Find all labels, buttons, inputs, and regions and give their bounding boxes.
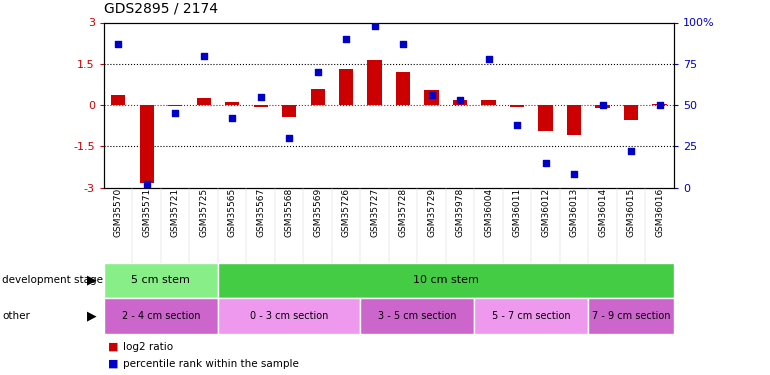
Bar bbox=[225, 102, 239, 105]
Bar bbox=[474, 298, 588, 334]
Point bbox=[368, 23, 380, 29]
Text: GSM35570: GSM35570 bbox=[114, 188, 122, 237]
Bar bbox=[282, 105, 296, 117]
Text: GSM35978: GSM35978 bbox=[456, 188, 464, 237]
Text: 5 - 7 cm section: 5 - 7 cm section bbox=[492, 311, 571, 321]
Text: ■: ■ bbox=[108, 342, 119, 352]
Text: GSM36014: GSM36014 bbox=[598, 188, 607, 237]
Text: GSM35726: GSM35726 bbox=[342, 188, 350, 237]
Text: GSM35571: GSM35571 bbox=[142, 188, 151, 237]
Point bbox=[454, 97, 467, 103]
Text: log2 ratio: log2 ratio bbox=[123, 342, 173, 352]
Point bbox=[397, 41, 410, 47]
Text: development stage: development stage bbox=[2, 275, 103, 285]
Text: GSM35729: GSM35729 bbox=[427, 188, 436, 237]
Bar bbox=[510, 105, 524, 107]
Bar bbox=[424, 90, 439, 105]
Point bbox=[653, 102, 665, 108]
Text: ■: ■ bbox=[108, 359, 119, 369]
Bar bbox=[139, 105, 154, 183]
Point bbox=[283, 135, 296, 141]
Bar bbox=[453, 99, 467, 105]
Bar bbox=[624, 105, 638, 120]
Text: GSM35725: GSM35725 bbox=[199, 188, 208, 237]
Text: GSM36012: GSM36012 bbox=[541, 188, 550, 237]
Bar bbox=[196, 98, 211, 105]
Bar bbox=[104, 298, 218, 334]
Text: 3 - 5 cm section: 3 - 5 cm section bbox=[378, 311, 457, 321]
Point bbox=[197, 53, 209, 58]
Bar bbox=[218, 298, 360, 334]
Point bbox=[226, 115, 239, 121]
Text: GSM35569: GSM35569 bbox=[313, 188, 322, 237]
Text: other: other bbox=[2, 311, 30, 321]
Bar bbox=[339, 69, 353, 105]
Text: 2 - 4 cm section: 2 - 4 cm section bbox=[122, 311, 200, 321]
Text: GSM36013: GSM36013 bbox=[570, 188, 578, 237]
Text: GSM36011: GSM36011 bbox=[513, 188, 521, 237]
Bar bbox=[567, 105, 581, 135]
Text: GDS2895 / 2174: GDS2895 / 2174 bbox=[104, 1, 218, 15]
Point bbox=[567, 171, 581, 177]
Bar bbox=[218, 262, 674, 298]
Bar bbox=[111, 95, 126, 105]
Point bbox=[112, 41, 125, 47]
Bar bbox=[360, 298, 474, 334]
Point bbox=[539, 160, 551, 166]
Point bbox=[511, 122, 524, 128]
Point bbox=[169, 110, 182, 116]
Point bbox=[482, 56, 494, 62]
Text: GSM35728: GSM35728 bbox=[399, 188, 407, 237]
Point bbox=[425, 92, 437, 98]
Text: GSM35567: GSM35567 bbox=[256, 188, 265, 237]
Text: 7 - 9 cm section: 7 - 9 cm section bbox=[592, 311, 670, 321]
Text: 10 cm stem: 10 cm stem bbox=[413, 275, 479, 285]
Text: 5 cm stem: 5 cm stem bbox=[132, 275, 190, 285]
Point bbox=[340, 36, 353, 42]
Bar bbox=[310, 88, 325, 105]
Bar bbox=[396, 72, 410, 105]
Text: GSM35568: GSM35568 bbox=[285, 188, 293, 237]
Text: GSM35727: GSM35727 bbox=[370, 188, 379, 237]
Text: 0 - 3 cm section: 0 - 3 cm section bbox=[250, 311, 328, 321]
Bar bbox=[538, 105, 553, 131]
Text: GSM35565: GSM35565 bbox=[228, 188, 236, 237]
Bar bbox=[595, 105, 610, 108]
Bar bbox=[367, 60, 382, 105]
Text: GSM36016: GSM36016 bbox=[655, 188, 664, 237]
Bar bbox=[168, 105, 182, 106]
Point bbox=[596, 102, 608, 108]
Text: ▶: ▶ bbox=[86, 274, 96, 287]
Bar bbox=[481, 99, 496, 105]
Text: GSM35721: GSM35721 bbox=[171, 188, 179, 237]
Point bbox=[625, 148, 638, 154]
Bar bbox=[588, 298, 674, 334]
Text: percentile rank within the sample: percentile rank within the sample bbox=[123, 359, 299, 369]
Point bbox=[140, 181, 152, 187]
Text: GSM36015: GSM36015 bbox=[627, 188, 635, 237]
Point bbox=[311, 69, 323, 75]
Bar bbox=[104, 262, 218, 298]
Bar bbox=[652, 104, 667, 105]
Bar bbox=[253, 105, 268, 107]
Text: GSM36004: GSM36004 bbox=[484, 188, 493, 237]
Text: ▶: ▶ bbox=[86, 309, 96, 322]
Point bbox=[254, 94, 266, 100]
